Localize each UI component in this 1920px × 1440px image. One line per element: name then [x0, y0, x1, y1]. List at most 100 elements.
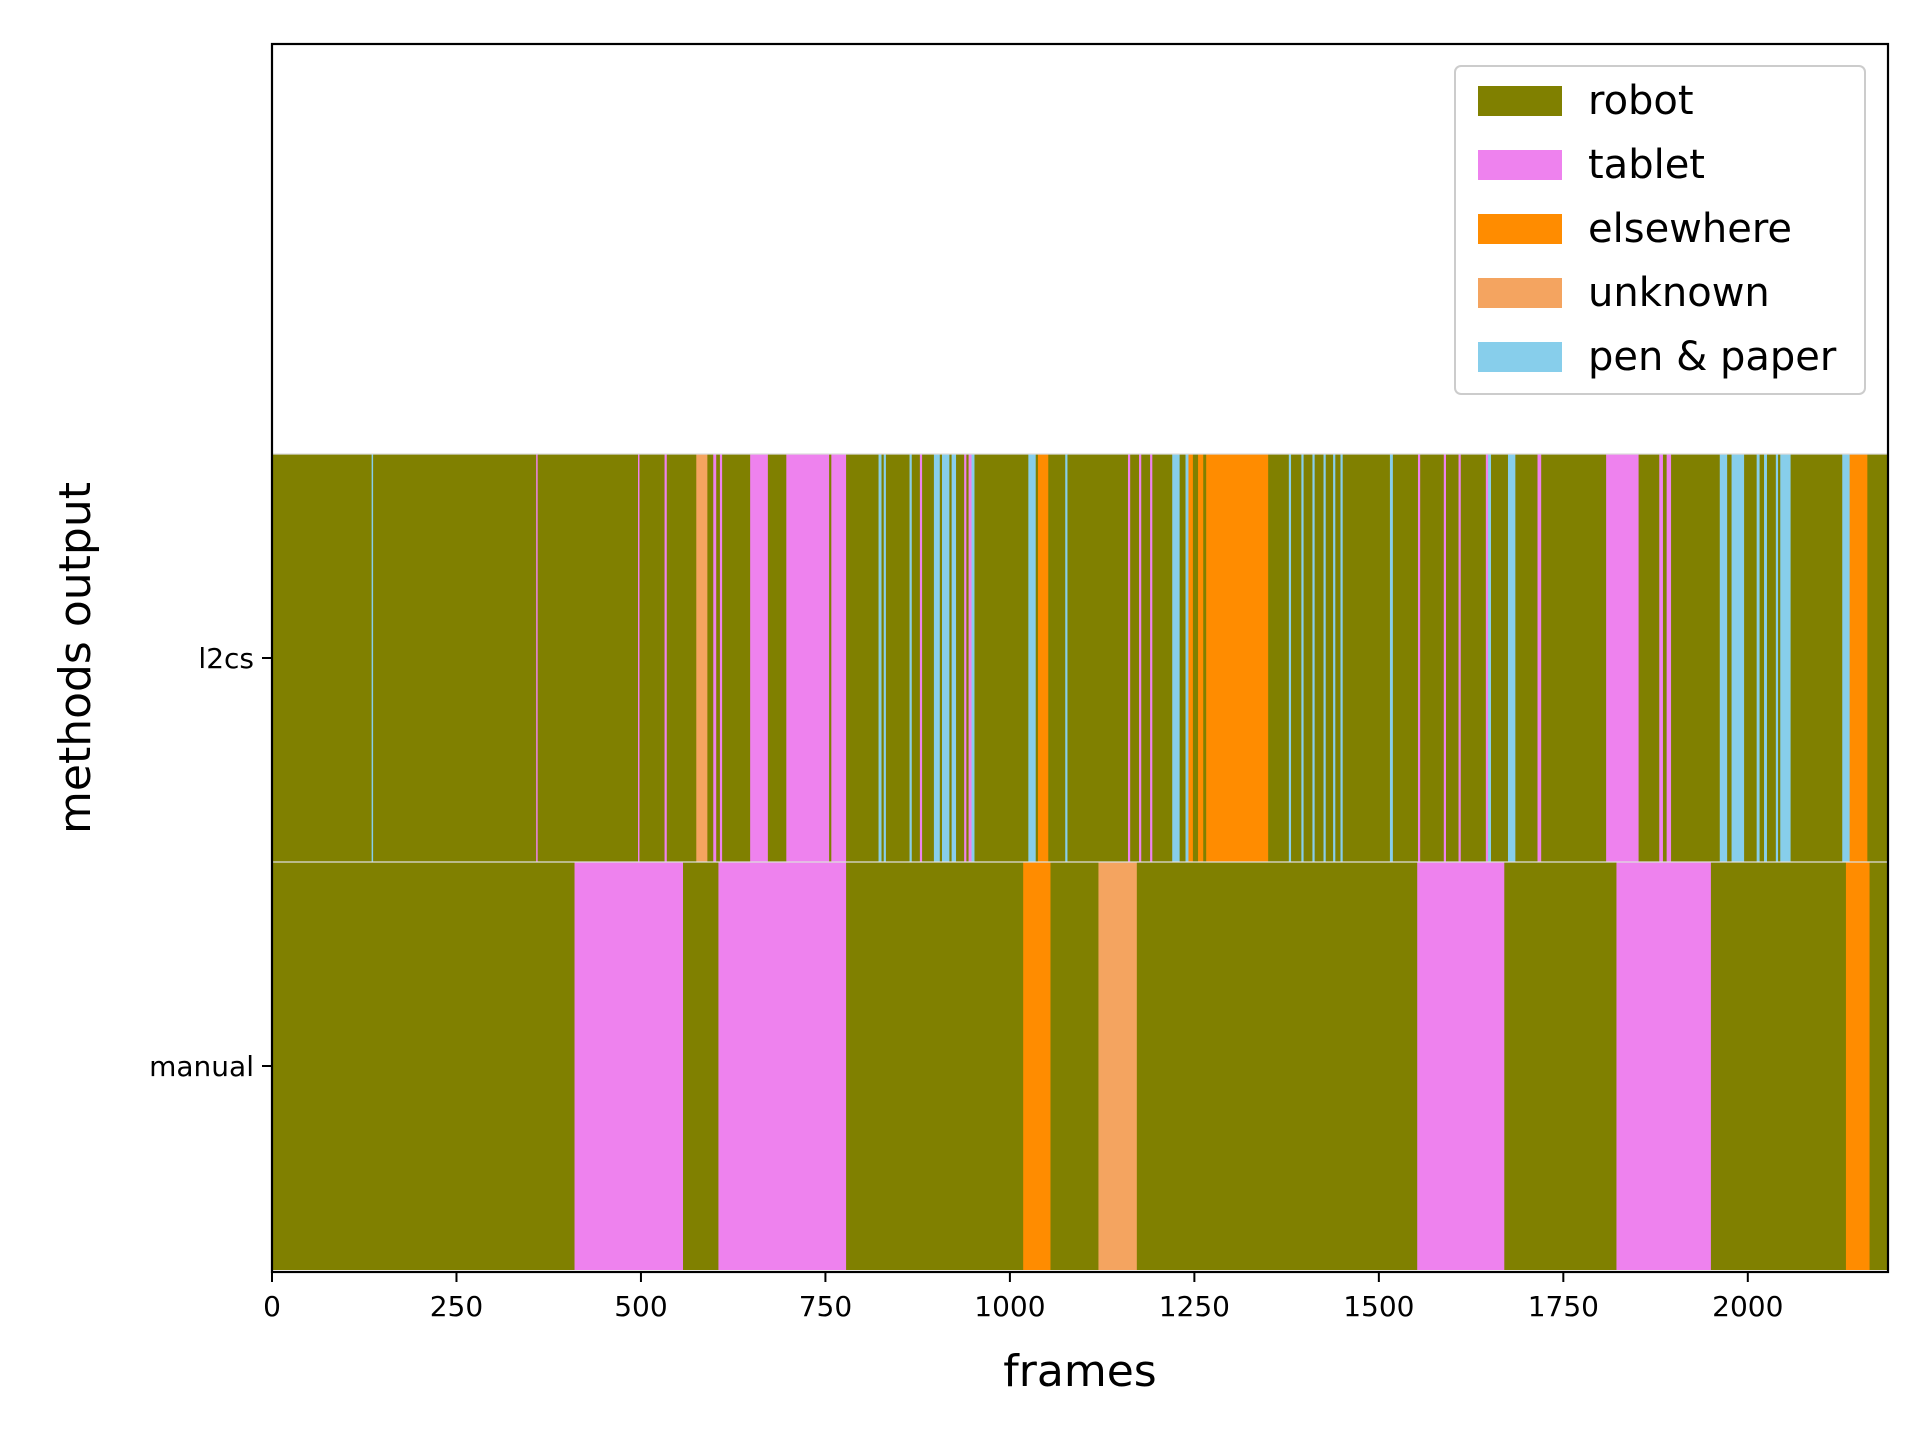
segment-robot	[373, 454, 537, 862]
segment-robot	[1141, 454, 1151, 862]
segment-robot	[1067, 454, 1129, 862]
segment-robot	[1671, 454, 1721, 862]
segment-robot	[846, 454, 879, 862]
segment-pen-paper	[1301, 454, 1304, 862]
segment-pen-paper	[1719, 454, 1728, 862]
segment-robot	[1710, 862, 1847, 1270]
segment-robot	[1392, 454, 1419, 862]
segment-tablet	[1666, 454, 1672, 862]
segment-tablet	[1616, 862, 1712, 1270]
segment-pen-paper	[1185, 454, 1189, 862]
segment-tablet	[719, 454, 723, 862]
segment-robot	[1460, 454, 1487, 862]
segment-robot	[1869, 862, 1889, 1270]
legend-swatch	[1478, 342, 1562, 372]
segment-tablet	[968, 454, 972, 862]
segment-robot	[1515, 454, 1538, 862]
segment-tablet	[536, 454, 539, 862]
legend-label: unknown	[1588, 270, 1770, 316]
segment-robot	[1179, 454, 1186, 862]
segment-robot	[922, 454, 935, 862]
bar-row-manual	[272, 862, 1889, 1270]
segment-tablet	[831, 454, 847, 862]
segment-robot	[272, 454, 373, 862]
legend-label: elsewhere	[1588, 206, 1792, 252]
segment-robot	[1766, 454, 1777, 862]
segment-pen-paper	[1340, 454, 1344, 862]
x-tick-label: 750	[799, 1290, 852, 1323]
segment-robot	[949, 454, 953, 862]
segment-robot	[1314, 454, 1324, 862]
segment-robot	[1420, 454, 1445, 862]
segment-robot	[974, 454, 1029, 862]
legend-swatch	[1478, 278, 1562, 308]
segment-robot	[1192, 454, 1199, 862]
segment-robot	[1445, 454, 1459, 862]
segment-pen-paper	[1312, 454, 1316, 862]
bar-row-l2cs	[272, 454, 1889, 862]
segment-tablet	[786, 454, 830, 862]
segment-pen-paper	[1780, 454, 1791, 862]
x-tick-label: 1000	[974, 1290, 1045, 1323]
segment-robot	[1491, 454, 1509, 862]
legend-box	[1454, 65, 1866, 395]
segment-robot	[1541, 454, 1607, 862]
segment-tablet	[1417, 862, 1505, 1270]
legend-label: pen & paper	[1588, 334, 1837, 380]
segment-pen-paper	[1323, 454, 1327, 862]
segment-pen-paper	[1842, 454, 1851, 862]
x-ticks: 0 250 500 750 1000 1250 1500 1750 2000	[263, 1272, 1783, 1323]
segment-robot	[1778, 454, 1781, 862]
y-axis-title: methods output	[50, 482, 101, 834]
segment-pen-paper	[1288, 454, 1292, 862]
segment-robot	[716, 454, 721, 862]
x-tick-label: 1250	[1159, 1290, 1230, 1323]
segment-pen-paper	[1028, 454, 1037, 862]
segment-robot	[666, 454, 697, 862]
segment-robot	[683, 862, 719, 1270]
x-tick-label: 0	[263, 1290, 281, 1323]
segment-tablet	[1443, 454, 1447, 862]
segment-elsewhere	[1206, 454, 1269, 862]
segment-pen-paper	[1731, 454, 1745, 862]
segment-robot	[1727, 454, 1732, 862]
segment-pen-paper	[942, 454, 950, 862]
segment-pen-paper	[1172, 454, 1181, 862]
segment-tablet	[750, 454, 769, 862]
segment-pen-paper	[933, 454, 941, 862]
legend: robot tablet elsewhere unknown pen & paper	[1454, 65, 1866, 395]
segment-robot	[939, 454, 943, 862]
segment-robot	[639, 454, 665, 862]
segment-robot	[1203, 454, 1207, 862]
segment-tablet	[574, 862, 684, 1270]
segment-pen-paper	[371, 454, 374, 862]
legend-swatch	[1478, 214, 1562, 244]
y-tick-label-l2cs: l2cs	[198, 642, 254, 675]
x-tick-label: 1500	[1343, 1290, 1414, 1323]
legend-label: robot	[1588, 78, 1694, 124]
segment-elsewhere	[1023, 862, 1051, 1270]
segment-robot	[956, 454, 965, 862]
segment-tablet	[1485, 454, 1489, 862]
segment-elsewhere	[1198, 454, 1204, 862]
x-tick-label: 500	[614, 1290, 667, 1323]
segment-tablet	[713, 454, 717, 862]
segment-robot	[1035, 454, 1039, 862]
segment-pen-paper	[1488, 454, 1492, 862]
segment-elsewhere	[1037, 454, 1049, 862]
segment-tablet	[718, 862, 847, 1270]
segment-robot	[1050, 862, 1099, 1270]
segment-robot	[846, 862, 1024, 1270]
segment-pen-paper	[1507, 454, 1516, 862]
x-axis-title: frames	[1003, 1346, 1156, 1397]
segment-robot	[881, 454, 885, 862]
segment-pen-paper	[909, 454, 913, 862]
segment-robot	[537, 454, 639, 862]
segment-robot	[707, 454, 714, 862]
segment-pen-paper	[951, 454, 957, 862]
segment-robot	[722, 454, 751, 862]
segment-tablet	[637, 454, 640, 862]
y-ticks: manual l2cs	[149, 642, 272, 1083]
segment-unknown	[696, 454, 708, 862]
segment-robot	[1136, 862, 1418, 1270]
